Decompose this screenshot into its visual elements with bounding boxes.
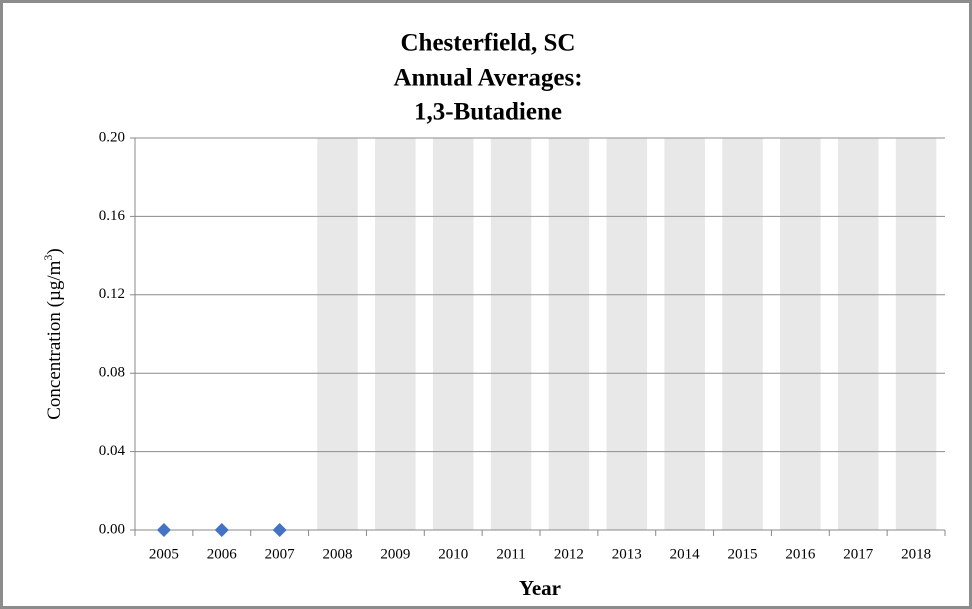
- x-tick-label: 2017: [843, 546, 874, 562]
- bar: [895, 138, 937, 530]
- x-tick-label: 2007: [265, 546, 296, 562]
- chart-title: Chesterfield, SC: [401, 30, 576, 57]
- x-tick-label: 2010: [438, 546, 468, 562]
- y-tick-label: 0.12: [99, 286, 125, 302]
- x-tick-label: 2012: [554, 546, 584, 562]
- x-axis-title: Year: [519, 576, 561, 600]
- x-tick-label: 2015: [728, 546, 758, 562]
- bar: [664, 138, 705, 530]
- y-axis-title-part: Concentration (µg/m: [44, 260, 65, 419]
- y-axis-title: Concentration (µg/m3): [41, 248, 66, 420]
- x-tick-label: 2013: [612, 546, 642, 562]
- marker: [156, 523, 171, 537]
- x-tick-label: 2005: [149, 546, 179, 562]
- y-axis-title-sup: 3: [41, 255, 55, 261]
- y-axis-title-part: ): [44, 248, 65, 254]
- bar: [490, 138, 532, 530]
- x-tick-label: 2018: [901, 546, 931, 562]
- y-tick-label: 0.08: [99, 365, 125, 381]
- y-tick-label: 0.00: [99, 521, 125, 537]
- y-tick-label: 0.16: [99, 208, 126, 224]
- marker: [214, 523, 229, 537]
- x-tick-label: 2016: [785, 546, 816, 562]
- bar: [548, 138, 590, 530]
- x-tick-label: 2011: [496, 546, 525, 562]
- x-tick-label: 2006: [207, 546, 238, 562]
- bar: [722, 138, 763, 530]
- bar: [780, 138, 821, 530]
- bar: [837, 138, 879, 530]
- bar: [606, 138, 648, 530]
- marker: [272, 523, 287, 537]
- bar: [432, 138, 474, 530]
- chart-title: Annual Averages:: [393, 65, 582, 92]
- x-tick-label: 2014: [670, 546, 701, 562]
- bar: [317, 138, 358, 530]
- y-tick-label: 0.20: [99, 129, 125, 145]
- chart-title: 1,3-Butadiene: [414, 99, 562, 126]
- x-tick-label: 2008: [323, 546, 353, 562]
- x-tick-label: 2009: [380, 546, 410, 562]
- bar: [375, 138, 416, 530]
- y-tick-label: 0.04: [99, 443, 126, 459]
